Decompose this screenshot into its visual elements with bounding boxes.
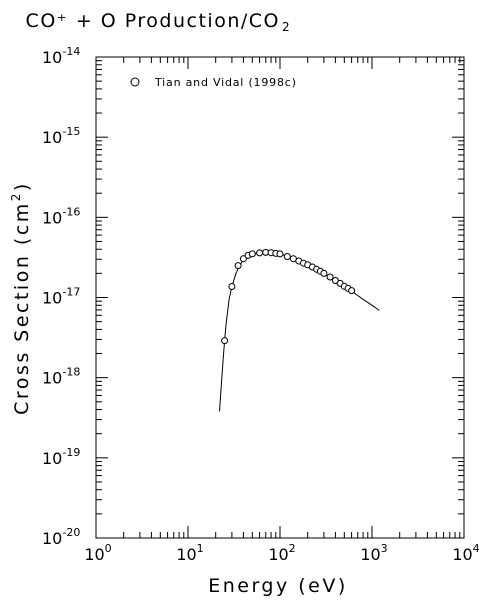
plot-frame: [95, 56, 465, 539]
legend-marker: [130, 77, 140, 87]
chart-title-subscript: 2: [282, 20, 290, 34]
fit-curve: [219, 251, 380, 412]
axis-tick-labels: 100 101 102 103 104 10-20 10-19 10-18 10-17 10-16…: [42, 45, 480, 564]
data-point: [326, 273, 334, 281]
axis-ticks: [95, 57, 464, 539]
data-point: [276, 250, 284, 258]
data-points: [221, 248, 356, 345]
y-axis-label: Cross Section (cm2): [9, 181, 33, 415]
data-point: [239, 255, 247, 263]
y-tick-label: 10-18: [42, 366, 80, 388]
y-axis-label-sup: 2: [9, 191, 23, 201]
chart-title-main: CO⁺ + O Production/CO: [26, 10, 280, 32]
x-tick-label: 104: [452, 542, 479, 564]
x-tick-label: 102: [268, 542, 295, 564]
y-tick-label: 10-14: [42, 45, 80, 67]
legend: Tian and Vidal (1998c): [130, 76, 297, 89]
data-point: [221, 337, 229, 345]
y-axis-label-end: ): [11, 181, 33, 191]
y-axis-label-main: Cross Section (cm: [11, 201, 33, 415]
y-tick-label: 10-16: [42, 205, 80, 227]
y-tick-label: 10-17: [42, 286, 80, 308]
svg-text:Cross Section (cm2): Cross Section (cm2): [9, 181, 33, 415]
x-tick-label: 100: [84, 542, 111, 564]
data-point: [320, 269, 328, 277]
y-tick-label: 10-19: [42, 446, 80, 468]
data-point: [348, 287, 356, 295]
x-tick-label: 103: [360, 542, 387, 564]
data-point: [228, 283, 236, 290]
legend-label: Tian and Vidal (1998c): [154, 76, 297, 89]
y-tick-label: 10-20: [42, 526, 80, 548]
x-tick-label: 101: [176, 542, 203, 564]
data-point: [256, 249, 264, 257]
data-point: [234, 262, 242, 270]
chart-title: CO⁺ + O Production/CO 2: [26, 10, 290, 34]
data-point: [248, 250, 256, 258]
x-axis-label: Energy (eV): [208, 575, 348, 597]
y-tick-label: 10-15: [42, 125, 80, 147]
data-point: [283, 253, 291, 260]
fit-curve-line: [219, 251, 380, 412]
